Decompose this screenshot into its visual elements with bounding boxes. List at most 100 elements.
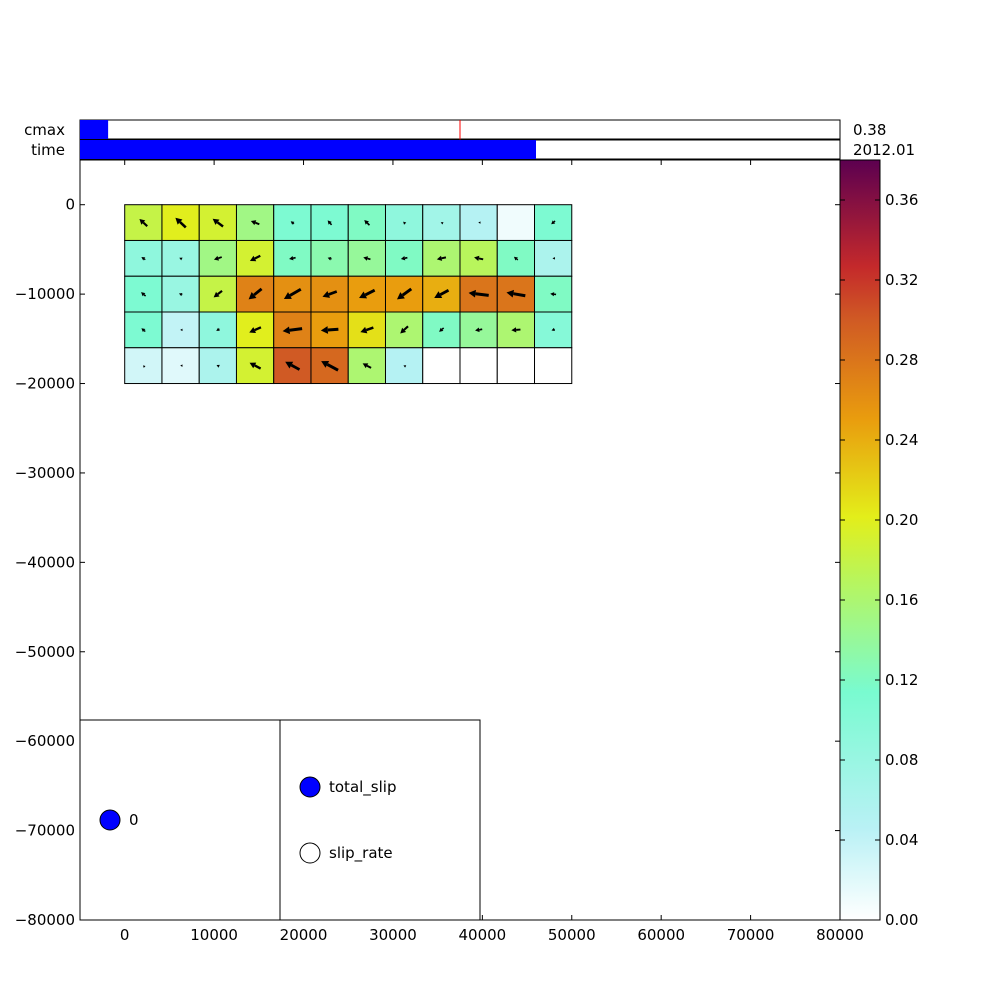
- radio-label-slip-rate: slip_rate: [329, 844, 393, 863]
- y-tick-label: −30000: [15, 464, 75, 482]
- colorbar-tick-label: 0.00: [885, 911, 918, 929]
- cmax-slider-label: cmax: [24, 121, 65, 139]
- slip-vector-arrowhead: [434, 291, 443, 299]
- slip-vector-arrowhead: [321, 361, 330, 368]
- y-tick-label: −50000: [15, 643, 75, 661]
- slip-vector-arrowhead: [327, 220, 332, 225]
- slip-vector-arrow: [513, 292, 526, 298]
- slip-vector-arrow: [292, 222, 295, 225]
- slip-vector-arrowhead: [440, 222, 444, 225]
- slip-vector-arrowhead: [396, 292, 405, 300]
- slip-vector-arrow: [179, 221, 187, 229]
- time-slider-fill[interactable]: [80, 140, 536, 159]
- slip-vector-arrow: [441, 256, 447, 260]
- radio-panel-field[interactable]: total_slip slip_rate: [279, 719, 481, 921]
- slip-vector-arrowhead: [141, 328, 146, 333]
- slip-vector-arrow: [216, 221, 224, 228]
- colorbar-gradient: [839, 159, 881, 921]
- slip-vector-arrowhead: [178, 293, 183, 297]
- cmax-slider-fill[interactable]: [80, 120, 109, 139]
- slip-vector-arrowhead: [249, 362, 257, 369]
- colorbar-tick-label: 0.08: [885, 751, 918, 769]
- slip-patches: [124, 204, 573, 385]
- slip-vector-arrowhead: [248, 291, 257, 300]
- slip-vector-arrowhead: [403, 365, 407, 368]
- slip-vector-arrow: [366, 364, 372, 369]
- slip-vector-arrow: [254, 364, 262, 370]
- slip-vector-arrow: [366, 222, 371, 226]
- slip-vector-arrowhead: [322, 290, 330, 298]
- slip-vector-arrow: [290, 363, 301, 371]
- slip-vector-arrow: [289, 327, 303, 332]
- slip-vector-arrow: [327, 327, 339, 332]
- colorbar-tick-label: 0.28: [885, 351, 918, 369]
- x-tick-label: 10000: [190, 926, 238, 944]
- slip-vector-arrow: [516, 258, 519, 261]
- slip-vector-arrowhead: [285, 361, 294, 369]
- slip-vector-arrowhead: [436, 255, 443, 261]
- y-tick-label: 0: [65, 196, 75, 214]
- slip-vector-arrow: [403, 325, 409, 331]
- slip-vector-arrow: [441, 327, 445, 330]
- slip-vector-arrowhead: [513, 256, 518, 261]
- slip-vector-arrowhead: [283, 292, 292, 299]
- y-tick-label: −60000: [15, 732, 75, 750]
- slip-vector-arrow: [217, 290, 223, 295]
- x-tick-label: 80000: [816, 926, 864, 944]
- slip-vector-arrowhead: [141, 257, 146, 261]
- radio-button-0[interactable]: [99, 809, 121, 831]
- radio-panel-index[interactable]: 0: [79, 719, 281, 921]
- slip-vector-arrowhead: [511, 327, 517, 333]
- slip-vector-arrowhead: [175, 217, 183, 225]
- colorbar-tick-label: 0.32: [885, 271, 918, 289]
- slip-vector-arrow: [367, 257, 371, 261]
- x-tick-label: 70000: [727, 926, 775, 944]
- slip-vector-arrowhead: [213, 291, 220, 298]
- time-slider-value: 2012.01: [853, 141, 915, 159]
- x-axis: 0 10000 20000 30000 40000 50000 60000 70000 8000…: [120, 160, 864, 944]
- time-slider[interactable]: time 2012.01: [31, 139, 915, 160]
- slip-vector-arrowhead: [289, 256, 294, 261]
- slip-vector-arrowhead: [439, 327, 444, 332]
- y-tick-label: −20000: [15, 375, 75, 393]
- slip-vector-arrow: [289, 287, 302, 297]
- x-tick-label: 40000: [458, 926, 506, 944]
- slip-vector-arrowhead: [327, 257, 332, 261]
- x-tick-label: 60000: [637, 926, 685, 944]
- slip-vector-arrowhead: [363, 256, 369, 261]
- slip-vector-arrow: [439, 288, 450, 296]
- colorbar-ticks: 0.00 0.04 0.08 0.12 0.16 0.20 0.24 0.28 0.32 0.36: [840, 191, 918, 929]
- slip-vector-arrowhead: [360, 326, 368, 334]
- slip-vector-arrow: [254, 326, 262, 332]
- slip-vector-arrow: [401, 287, 413, 297]
- slip-vector-arrowhead: [180, 328, 183, 332]
- radio-button-total-slip[interactable]: [299, 776, 321, 798]
- slip-vector-arrowhead: [249, 327, 256, 334]
- slip-vector-arrow: [328, 290, 338, 296]
- slip-vector-arrow: [292, 256, 296, 260]
- time-slider-label: time: [31, 141, 65, 159]
- slip-vector-arrow: [479, 328, 483, 331]
- slip-vector-arrowhead: [403, 221, 407, 225]
- radio-button-slip-rate[interactable]: [299, 842, 321, 864]
- slip-vector-arrow: [329, 222, 333, 226]
- colorbar: 0.00 0.04 0.08 0.12 0.16 0.20 0.24 0.28 0.32 0.36: [839, 159, 918, 929]
- radio-label-0: 0: [129, 811, 139, 829]
- slip-patch: [422, 347, 461, 385]
- colorbar-tick-label: 0.24: [885, 431, 918, 449]
- slip-vector-arrowhead: [216, 364, 220, 368]
- x-tick-label: 30000: [369, 926, 417, 944]
- slip-vector-arrowhead: [212, 218, 220, 225]
- slip-vector-arrow: [142, 221, 148, 227]
- slip-vector-arrowhead: [180, 364, 183, 367]
- slip-vector-arrow: [143, 329, 146, 333]
- slip-vector-arrowhead: [475, 327, 480, 333]
- slip-patch: [534, 347, 573, 385]
- slip-vector-arrowhead: [506, 289, 515, 298]
- slip-vector-arrow: [254, 254, 261, 260]
- slip-vector-arrow: [364, 288, 376, 297]
- y-axis: 0 −10000 −20000 −30000 −40000 −50000 −60000 −70…: [15, 196, 840, 929]
- slip-patch: [496, 347, 536, 385]
- y-tick-label: −40000: [15, 553, 75, 571]
- slip-vector-arrow: [253, 287, 263, 297]
